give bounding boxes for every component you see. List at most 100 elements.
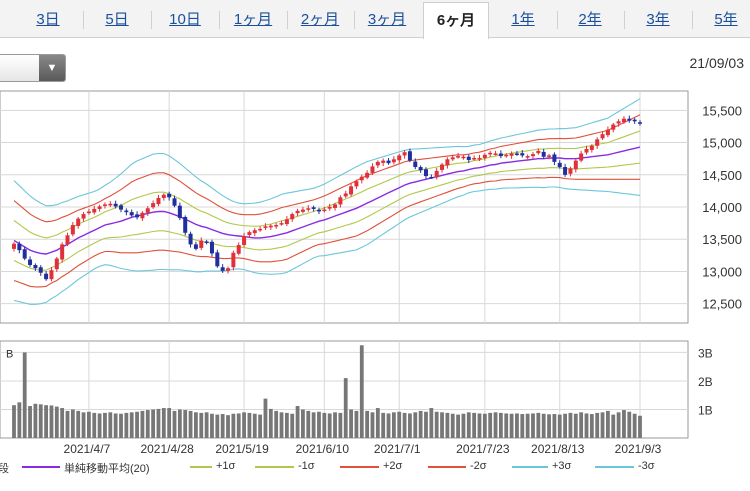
candle [81,214,86,219]
candle [584,149,589,153]
volume-bar [322,412,327,438]
tab-6[interactable]: 6ヶ月 [423,2,489,39]
price-tick-label: 14,000 [702,200,742,215]
volume-bar [579,412,584,438]
legend-swatch [190,466,212,468]
volume-bar [386,413,391,438]
volume-bar [210,413,214,438]
volume-bar [589,414,594,438]
candle [215,252,220,267]
candle [520,153,525,156]
tab-separator [82,11,84,29]
tab-4[interactable]: 2ヶ月 [300,11,340,28]
candle [359,176,364,181]
candle [274,225,279,227]
volume-bar [167,408,172,438]
candle [38,267,43,273]
tab-1[interactable]: 5日 [105,11,129,28]
candle [466,156,471,160]
volume-bar [402,412,407,438]
volume-bar [81,412,86,438]
volume-bar [482,413,487,438]
volume-bar [279,412,284,438]
tab-separator [151,11,152,29]
volume-bar [504,413,509,438]
tab-8[interactable]: 2年 [578,11,602,28]
legend-prefix: 段 [0,463,9,475]
candle [504,154,509,157]
volume-bar [338,412,343,438]
candle [284,219,289,225]
band-line-plus1 [13,130,641,239]
candle [525,156,530,158]
candle [226,268,231,271]
volume-bar [627,411,632,438]
tab-5[interactable]: 3ヶ月 [367,11,407,28]
x-tick-label: 2021/6/10 [296,442,350,456]
volume-bar [97,413,102,438]
volume-bar [466,412,471,438]
volume-bar [215,414,220,438]
volume-bar [199,412,204,438]
candle [456,156,461,158]
tab-7[interactable]: 1年 [511,11,535,28]
candle [333,204,338,208]
candle [568,168,573,174]
candle [135,214,140,218]
volume-bar [284,412,289,438]
candle [365,172,370,178]
candle [530,154,535,157]
tab-3[interactable]: 1ヶ月 [233,11,273,28]
chart-date-label: 21/09/03 [689,55,745,71]
legend-swatch [22,466,60,468]
candle [375,161,380,166]
volume-tick-label: 3B [698,346,713,360]
candle [322,209,327,212]
candle [552,154,557,162]
candle [557,162,562,168]
volume-bar [327,413,332,438]
tab-2[interactable]: 10日 [169,11,201,28]
candle [611,124,616,130]
tab-0[interactable]: 3日 [36,11,60,28]
tab-10[interactable]: 5年 [714,11,738,28]
volume-bar [450,413,455,438]
volume-bar [622,410,626,438]
volume-bar [124,412,129,438]
candle [536,150,541,154]
candle [263,226,268,228]
volume-bar [424,411,428,438]
candle [638,122,642,124]
candle [472,158,477,160]
band-line-plus3 [13,98,641,207]
volume-bar [552,414,557,438]
candle [386,160,391,164]
volume-bar [103,412,107,438]
volume-bar [498,412,503,438]
volume-bar [605,410,610,438]
legend-swatch [428,466,466,468]
candle [28,259,33,265]
candle [242,236,247,246]
candle [306,208,311,210]
candle [151,203,156,208]
chevron-down-icon[interactable]: ▼ [39,55,65,81]
candle [440,164,445,170]
volume-bar [343,378,348,438]
volume-bar [536,412,541,438]
candle [290,214,295,220]
candle [573,160,578,170]
indicator-dropdown[interactable]: ▼ [0,54,66,82]
candle [343,193,348,197]
volume-bar [140,410,145,438]
volume-bar [418,410,423,438]
volume-bar [440,412,444,438]
price-tick-label: 13,000 [702,264,742,279]
tab-9[interactable]: 3年 [646,11,670,28]
candle [92,208,97,213]
legend-swatch [340,466,379,468]
candle [445,159,450,166]
volume-tick-label: 1B [698,403,713,417]
band-line-minus3 [13,186,641,305]
volume-bar [295,406,300,438]
